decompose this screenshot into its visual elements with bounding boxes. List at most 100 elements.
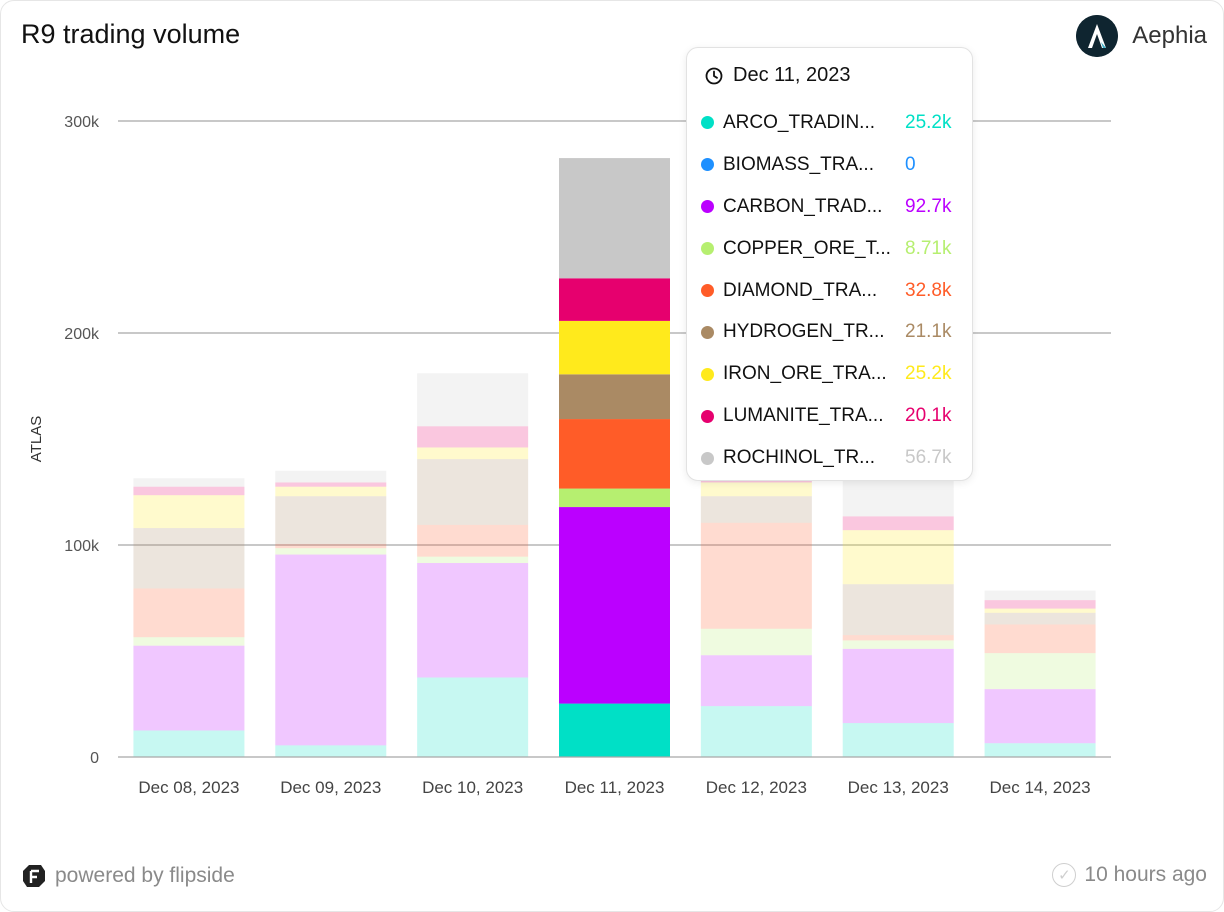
bar-segment[interactable] bbox=[842, 723, 954, 757]
bar-segment[interactable] bbox=[559, 158, 670, 279]
bar-segment[interactable] bbox=[700, 628, 812, 656]
legend-dot-icon bbox=[701, 200, 714, 214]
legend-dot-icon bbox=[701, 242, 714, 256]
bar-segment[interactable] bbox=[842, 530, 954, 585]
bar-segment[interactable] bbox=[133, 478, 245, 487]
tooltip-series-name: ROCHINOL_TR... bbox=[723, 447, 876, 469]
bar-segment[interactable] bbox=[133, 486, 245, 496]
bar-segment[interactable] bbox=[842, 648, 954, 724]
bar-segment[interactable] bbox=[559, 374, 670, 420]
flipside-logo-icon bbox=[23, 865, 45, 887]
y-tick-label: 300k bbox=[64, 114, 100, 131]
bar-segment[interactable] bbox=[984, 608, 1096, 613]
x-tick-label: Dec 14, 2023 bbox=[990, 778, 1091, 797]
tooltip-series-value: 25.2k bbox=[905, 363, 952, 385]
bar-segment[interactable] bbox=[275, 745, 387, 757]
tooltip-series-name: COPPER_ORE_T... bbox=[723, 237, 891, 259]
legend-dot-icon bbox=[701, 158, 714, 172]
tooltip-row: BIOMASS_TRA... 0 bbox=[701, 144, 960, 186]
legend-dot-icon bbox=[701, 451, 714, 465]
bar-segment[interactable] bbox=[700, 496, 812, 523]
bar-segment[interactable] bbox=[417, 373, 529, 427]
tooltip-series-value: 21.1k bbox=[905, 321, 952, 343]
bar-segment[interactable] bbox=[417, 459, 529, 525]
bar-segment[interactable] bbox=[275, 496, 387, 544]
bar-segment[interactable] bbox=[275, 482, 387, 487]
y-tick-label: 200k bbox=[64, 326, 100, 343]
bar-segment[interactable] bbox=[133, 730, 245, 758]
legend-dot-icon bbox=[701, 409, 714, 423]
y-tick-label: 100k bbox=[64, 538, 100, 555]
powered-by-text: powered by flipside bbox=[55, 864, 235, 887]
bar-segment[interactable] bbox=[133, 637, 245, 646]
bar-segment[interactable] bbox=[700, 655, 812, 707]
x-tick-label: Dec 11, 2023 bbox=[565, 778, 665, 797]
clock-icon bbox=[705, 67, 723, 84]
bar-segment[interactable] bbox=[559, 488, 670, 508]
tooltip-row: ROCHINOL_TR... 56.7k bbox=[701, 437, 960, 479]
bar-segment[interactable] bbox=[842, 516, 954, 531]
tooltip-row: IRON_ORE_TRA... 25.2k bbox=[701, 353, 960, 395]
bar-segment[interactable] bbox=[133, 645, 245, 731]
bar-segment[interactable] bbox=[984, 689, 1096, 744]
legend-dot-icon bbox=[701, 284, 714, 297]
tooltip-series-name: BIOMASS_TRA... bbox=[723, 153, 874, 175]
bar-segment[interactable] bbox=[842, 635, 954, 641]
tooltip-series-name: LUMANITE_TRA... bbox=[723, 405, 884, 427]
bar-segment[interactable] bbox=[133, 495, 245, 529]
bar-segment[interactable] bbox=[275, 486, 387, 497]
bar-segment[interactable] bbox=[700, 482, 812, 497]
brand-name: Aephia bbox=[1132, 22, 1207, 49]
tooltip-series-value: 8.71k bbox=[905, 237, 952, 259]
bar-segment[interactable] bbox=[417, 556, 529, 564]
y-axis-label: ATLAS bbox=[28, 416, 45, 462]
bar-segment[interactable] bbox=[984, 590, 1096, 601]
bar-segment[interactable] bbox=[984, 600, 1096, 609]
y-tick-label: 0 bbox=[90, 750, 99, 767]
bar-segment[interactable] bbox=[275, 548, 387, 555]
bar-segment[interactable] bbox=[275, 554, 387, 746]
bar-segment[interactable] bbox=[700, 522, 812, 629]
bar-segment[interactable] bbox=[842, 640, 954, 649]
bar-segment[interactable] bbox=[417, 524, 529, 557]
tooltip-series-value: 92.7k bbox=[905, 195, 952, 217]
bar-segment[interactable] bbox=[984, 612, 1096, 625]
tooltip-series-name: HYDROGEN_TR... bbox=[723, 321, 885, 343]
bar-segment[interactable] bbox=[559, 703, 670, 757]
tooltip-rows: ARCO_TRADIN... 25.2k BIOMASS_TRA... 0 CARBON… bbox=[701, 102, 960, 479]
chart-title: R9 trading volume bbox=[21, 19, 241, 49]
tooltip-series-value: 0 bbox=[905, 153, 916, 175]
bar-segment[interactable] bbox=[984, 743, 1096, 757]
bar-segment[interactable] bbox=[133, 528, 245, 589]
bar-segment[interactable] bbox=[559, 507, 670, 704]
aephia-logo-icon bbox=[1076, 15, 1119, 57]
powered-by[interactable]: powered by flipside bbox=[21, 863, 235, 889]
bar-segment[interactable] bbox=[417, 563, 529, 678]
bar-segment[interactable] bbox=[133, 588, 245, 638]
bar-segment[interactable] bbox=[417, 447, 529, 460]
bar-segment[interactable] bbox=[700, 706, 812, 757]
bar-segment[interactable] bbox=[559, 419, 670, 489]
tooltip-series-value: 20.1k bbox=[905, 405, 952, 427]
bar-segment[interactable] bbox=[275, 543, 387, 549]
stacked-bar-chart[interactable]: 0 100k 200k 300k ATLAS Dec 08, 2023 Dec 09, 20… bbox=[1, 1, 1224, 831]
tooltip-header: Dec 11, 2023 bbox=[705, 64, 851, 87]
check-circle-icon: ✓ bbox=[1052, 863, 1077, 887]
last-updated: ✓ 10 hours ago bbox=[1052, 863, 1207, 887]
bar-segment[interactable] bbox=[417, 426, 529, 448]
brand[interactable]: Aephia bbox=[1076, 15, 1207, 57]
tooltip-series-name: ARCO_TRADIN... bbox=[723, 111, 876, 133]
legend-dot-icon bbox=[701, 116, 714, 130]
bar-segment[interactable] bbox=[984, 624, 1096, 654]
tooltip-row: DIAMOND_TRA... 32.8k bbox=[701, 270, 960, 312]
bar-segment[interactable] bbox=[559, 278, 670, 321]
bar-segment[interactable] bbox=[842, 584, 954, 636]
bar-segment[interactable] bbox=[559, 320, 670, 375]
tooltip-row: CARBON_TRAD... 92.7k bbox=[701, 186, 960, 228]
x-tick-label: Dec 08, 2023 bbox=[138, 778, 239, 797]
bar-segment[interactable] bbox=[417, 677, 529, 758]
bar-segment[interactable] bbox=[984, 653, 1096, 690]
bar-segment[interactable] bbox=[275, 470, 387, 483]
tooltip-row: HYDROGEN_TR... 21.1k bbox=[701, 311, 960, 353]
